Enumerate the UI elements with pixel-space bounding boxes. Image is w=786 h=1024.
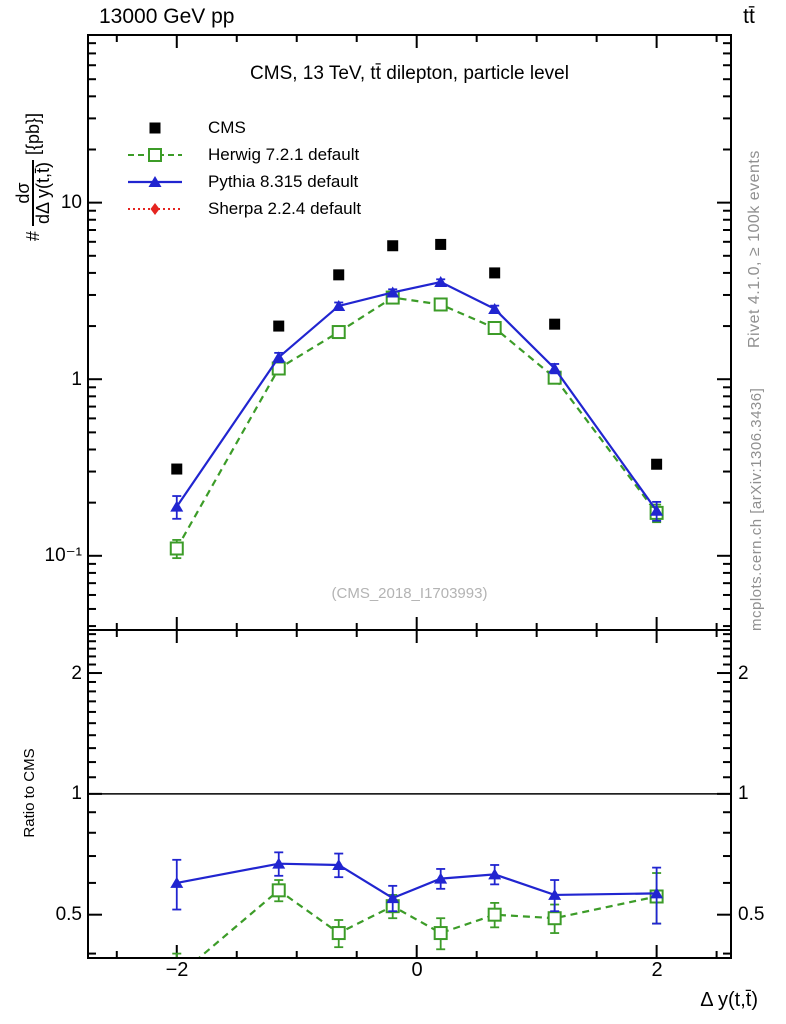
y-axis-numerator: dσ <box>13 160 34 227</box>
data-point <box>386 892 400 904</box>
y-tick-10: 10 <box>60 192 82 213</box>
data-point <box>170 500 184 512</box>
data-point <box>487 907 502 922</box>
data-point <box>169 541 184 556</box>
data-point <box>651 458 663 470</box>
data-point <box>433 926 448 941</box>
ticks <box>88 630 731 958</box>
data-point <box>487 321 502 336</box>
cms-marker-icon <box>126 120 184 136</box>
legend-label: Herwig 7.2.1 default <box>208 145 360 164</box>
y-axis-fraction: dσ dΔ y(t,t̄) <box>13 160 53 227</box>
x-tick-minus2: −2 <box>165 959 189 981</box>
ratio-tick-2-right: 2 <box>738 663 749 684</box>
data-point <box>435 238 447 250</box>
legend-item-pythia: Pythia 8.315 default <box>126 168 361 195</box>
series-line <box>197 888 657 958</box>
data-point <box>434 276 448 288</box>
data-point <box>489 267 501 279</box>
mcplots-arxiv-note: mcplots.cern.ch [arXiv:1306.3436] <box>748 387 765 631</box>
data-point <box>331 926 346 941</box>
data-point <box>488 868 502 880</box>
series-line <box>176 862 657 900</box>
data-point <box>332 858 346 870</box>
data-point <box>171 463 183 475</box>
series-cms-main <box>171 238 663 475</box>
y-tick-0p1: 10⁻¹ <box>44 545 83 566</box>
legend-item-cms: CMS <box>126 114 361 141</box>
data-point <box>331 325 346 340</box>
data-point <box>387 240 399 252</box>
ratio-tick-0p5-left: 0.5 <box>55 904 82 925</box>
x-tick-0: 0 <box>411 959 423 981</box>
data-point <box>650 504 664 516</box>
legend: CMS Herwig 7.2.1 default Pythia 8.315 de… <box>126 114 361 222</box>
y-axis-label-suffix: [{pb}] <box>23 112 43 155</box>
y-axis-label: # dσ dΔ y(t,t̄) [{pb}] <box>13 52 53 302</box>
beam-energy-label: 13000 GeV pp <box>99 5 235 28</box>
sherpa-marker-icon <box>126 201 184 217</box>
pythia-marker-icon <box>126 174 184 190</box>
legend-label: Sherpa 2.2.4 default <box>208 199 362 218</box>
herwig-marker-icon <box>126 147 184 163</box>
ratio-axis-label: Ratio to CMS <box>21 748 38 838</box>
data-point <box>488 302 502 314</box>
ratio-frame <box>87 629 732 959</box>
y-axis-label-prefix: # <box>23 231 43 242</box>
series-line <box>175 280 658 512</box>
x-tick-2: 2 <box>651 959 663 981</box>
data-point <box>548 888 562 900</box>
data-point <box>650 887 664 899</box>
legend-item-herwig: Herwig 7.2.1 default <box>126 141 361 168</box>
data-point <box>434 872 448 884</box>
data-point <box>272 857 286 869</box>
y-tick-1: 1 <box>71 369 82 390</box>
ratio-tick-1-left: 1 <box>71 783 82 804</box>
series-herwig-ratio <box>172 872 664 958</box>
series-pythia-main <box>170 276 664 522</box>
y-axis-denominator: dΔ y(t,t̄) <box>33 162 53 225</box>
process-label: tt̄ <box>743 5 755 28</box>
ratio-tick-2-left: 2 <box>71 663 82 684</box>
data-point <box>333 269 345 281</box>
data-point <box>272 351 286 363</box>
plot-title: CMS, 13 TeV, tt̄ dilepton, particle leve… <box>250 63 569 84</box>
legend-label: CMS <box>208 118 246 137</box>
data-point <box>549 318 561 330</box>
panel-ratio <box>87 629 732 959</box>
ticks <box>88 35 731 630</box>
rivet-version-note: Rivet 4.1.0, ≥ 100k events <box>746 150 763 348</box>
series-line <box>175 296 658 550</box>
ratio-tick-0p5-right: 0.5 <box>738 904 765 925</box>
data-point <box>548 362 562 374</box>
ratio-tick-1-right: 1 <box>738 783 749 804</box>
panel-main <box>87 34 732 631</box>
data-point <box>170 876 184 888</box>
legend-label: Pythia 8.315 default <box>208 172 359 191</box>
series-pythia-ratio <box>170 851 664 925</box>
data-point <box>433 297 448 312</box>
analysis-watermark: (CMS_2018_I1703993) <box>331 585 488 602</box>
data-point <box>271 883 286 898</box>
series-herwig-main <box>169 290 664 560</box>
data-point <box>547 911 562 926</box>
data-point <box>332 299 346 311</box>
data-point <box>273 320 285 332</box>
x-axis-label: Δ y(t,t̄) <box>700 989 758 1011</box>
legend-item-sherpa: Sherpa 2.2.4 default <box>126 195 361 222</box>
data-point <box>386 286 400 298</box>
